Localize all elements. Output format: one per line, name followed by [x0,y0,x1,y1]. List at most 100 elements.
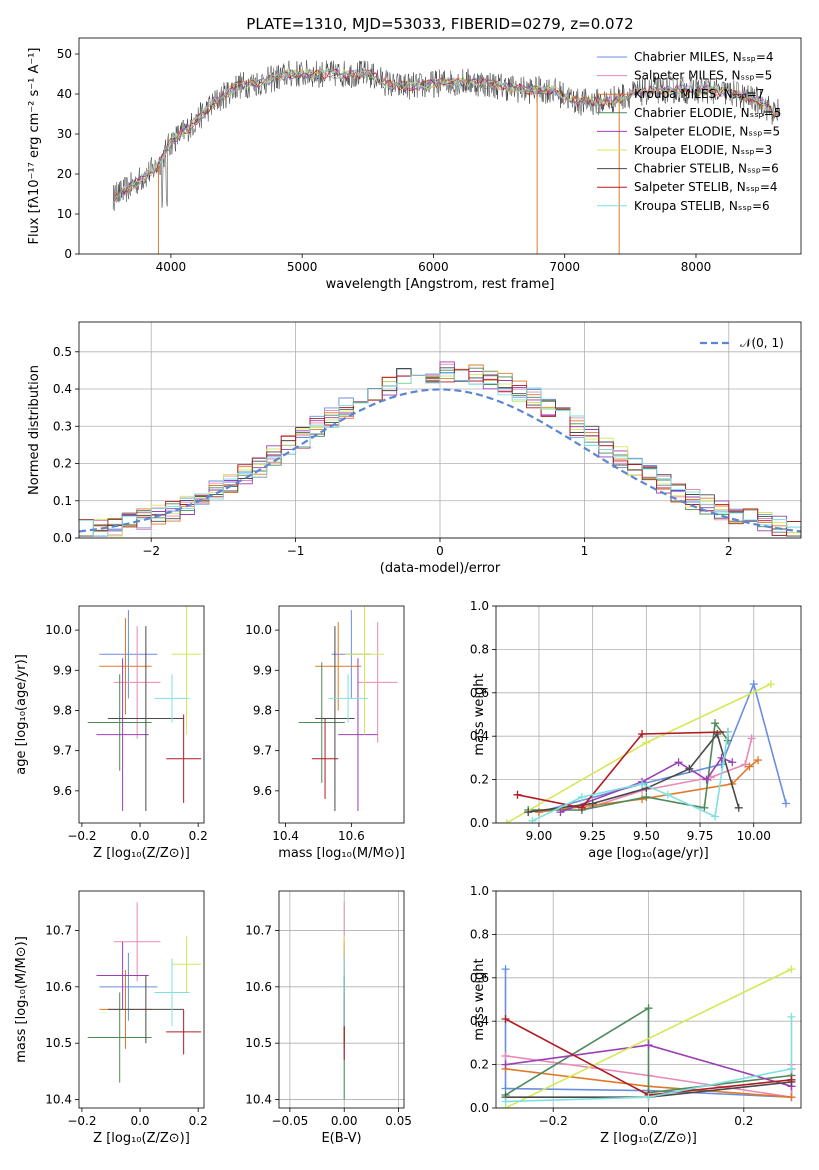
model-spectrum-line [112,68,778,204]
y-tick-label: 10.6 [45,980,72,994]
errorbar-point [154,958,190,1027]
axes-frame: −0.05 0.00 0.05 10.4 10.5 10.6 10.7 E(B-V) [245,890,412,1146]
legend: Chabrier MILES, Nₛₛₚ=4 Salpeter MILES, Nₛ… [597,50,781,213]
axes-border [278,890,405,1109]
x-tick-label: 0.0 [130,1114,149,1128]
age-vs-mass-panel: 10.4 10.6 9.6 9.7 9.8 9.9 10.0 mass [log₁₀(M/M⊙… [245,605,405,861]
age-vs-metallicity-panel: −0.2 0.0 0.2 9.6 9.7 9.8 9.9 10.0 Z [log₁₀(Z/Z⊙)… [14,605,208,861]
axes-frame: 4000 5000 6000 7000 8000 0 10 20 30 40 50 wavelengt… [27,37,802,292]
axes-frame: 9.00 9.25 9.50 9.75 10.00 0.0 0.2 0.4 0.6 0.8 1.0 a… [470,599,802,861]
x-tick-label: 0.0 [130,829,149,843]
massweight-marker [754,756,763,765]
massweight-line [517,731,729,809]
x-axis-label: mass [log₁₀(M/M⊙)] [278,846,405,861]
massweight-marker [524,808,533,817]
x-tick-label: 0.2 [734,1114,753,1128]
plot-area [87,902,202,1083]
errorbar-point [338,658,378,811]
x-tick-label: 6000 [418,260,449,274]
massweight-line [528,721,729,811]
errorbar-point [96,941,149,1010]
errorbar-point [172,936,202,993]
axes-frame: −0.2 0.0 0.2 10.4 10.5 10.6 10.7 Z [log₁₀(Z/Z⊙)… [14,890,208,1146]
axes-border [78,605,205,824]
y-tick-label: 0.6 [470,971,489,985]
errorbar-point [298,662,345,783]
y-tick-label: 0.2 [470,1058,489,1072]
massweight-line [532,731,729,822]
y-axis-label: mass weight [472,958,487,1040]
y-tick-label: 0.8 [470,927,489,941]
massweight-marker [787,1064,796,1073]
y-tick-label: 0.4 [470,729,489,743]
x-axis-label: Z [log₁₀(Z/Z⊙)] [600,1131,697,1146]
x-tick-label: 9.00 [526,829,553,843]
y-tick-label: 1.0 [470,884,489,898]
x-tick-label: 0.2 [189,1114,208,1128]
plot-area [502,680,790,823]
y-tick-label: 0.0 [470,1101,489,1115]
y-tick-label: 10.7 [45,923,72,937]
massweight-marker [513,790,522,799]
plot-area [87,606,202,811]
massweight-marker [501,1060,510,1069]
y-tick-label: 40 [57,87,72,101]
y-tick-label: 0 [64,247,72,261]
massweight-vs-age-panel: 9.00 9.25 9.50 9.75 10.00 0.0 0.2 0.4 0.6 0.8 1.0 a… [470,599,802,861]
errorbar-point [172,606,202,735]
massweight-marker [501,1051,510,1060]
axes-border [495,890,802,1109]
massweight-marker [577,803,586,812]
y-axis-label: Flux [fλ10⁻¹⁷ erg cm⁻² s⁻¹ A⁻¹] [27,48,42,245]
residual-histogram-step [79,373,801,537]
y-tick-label: 10.0 [45,623,72,637]
y-tick-label: 0.6 [470,686,489,700]
massweight-line [505,968,792,1108]
axes-border [78,321,802,539]
y-tick-label: 0.2 [53,457,72,471]
y-tick-label: 0.0 [470,816,489,830]
y-tick-label: 9.9 [53,663,72,677]
y-tick-label: 20 [57,167,72,181]
massweight-marker [644,1093,653,1102]
x-tick-label: 1 [581,544,589,558]
x-tick-label: 0.0 [639,1114,658,1128]
legend-label: Kroupa MILES, Nₛₛₚ=7 [634,87,764,101]
legend-label: Chabrier ELODIE, Nₛₛₚ=5 [634,106,781,120]
x-axis-label: age [log₁₀(age/yr)] [588,846,709,861]
x-tick-label: −0.2 [539,1114,568,1128]
y-axis-label: mass [log₁₀(M/M⊙)] [14,936,29,1063]
massweight-marker [781,799,790,808]
x-tick-label: 10.6 [338,829,365,843]
x-tick-label: 9.75 [687,829,714,843]
y-tick-label: 9.6 [253,784,272,798]
axes-frame: −2 −1 0 1 2 0.0 0.1 0.2 0.3 0.4 0.5 (data-model)/er… [27,321,802,576]
massweight-marker [501,1097,510,1106]
y-tick-label: 10.7 [245,923,272,937]
y-tick-label: 30 [57,127,72,141]
y-tick-label: 10.4 [245,1093,272,1107]
x-tick-label: 0.2 [189,829,208,843]
massweight-marker [642,738,651,747]
mass-vs-metallicity-panel: −0.2 0.0 0.2 10.4 10.5 10.6 10.7 Z [log₁₀(Z/Z⊙)… [14,890,208,1146]
y-tick-label: 9.6 [53,784,72,798]
x-tick-label: 0.00 [331,1114,358,1128]
massweight-marker [577,792,586,801]
massweight-marker [747,734,756,743]
y-tick-label: 10.4 [45,1093,72,1107]
massweight-marker [502,819,511,823]
massweight-marker [685,764,694,773]
y-tick-label: 0.5 [53,345,72,359]
y-tick-label: 0.0 [53,531,72,545]
x-axis-label: E(B-V) [321,1131,361,1146]
massweight-marker [787,1093,796,1102]
model-spectrum-line [112,68,778,204]
massweight-vs-metallicity-panel: −0.2 0.0 0.2 0.0 0.2 0.4 0.6 0.8 1.0 Z [log₁₀(Z/Z… [470,884,802,1146]
y-tick-label: 1.0 [470,599,489,613]
model-spectrum-line [112,69,778,204]
x-tick-label: 10.00 [737,829,771,843]
mass-vs-extinction-panel: −0.05 0.00 0.05 10.4 10.5 10.6 10.7 E(B-V) [245,890,412,1146]
errorbar-point [311,718,339,799]
y-tick-label: 10.5 [45,1036,72,1050]
